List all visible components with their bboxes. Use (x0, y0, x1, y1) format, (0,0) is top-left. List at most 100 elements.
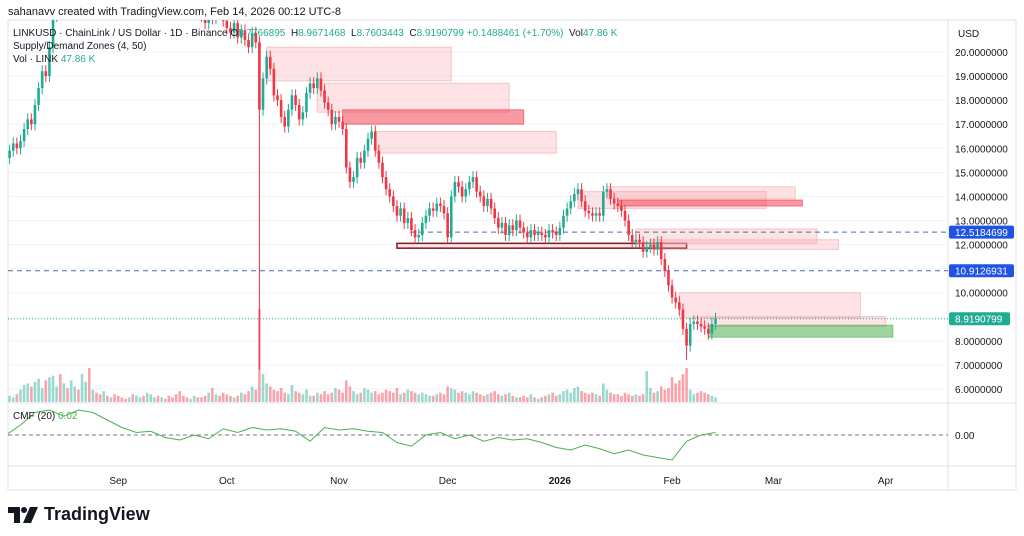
candle (634, 233, 638, 249)
candle (656, 236, 659, 256)
volume-bar (62, 383, 66, 402)
candle (19, 135, 22, 155)
candle-body (370, 131, 373, 139)
cmf-legend[interactable]: CMF (20) 0.02 (13, 411, 77, 422)
supply-zone (342, 109, 525, 125)
candle-body (294, 95, 297, 105)
candle-body (674, 297, 677, 303)
candle (663, 252, 667, 278)
candle (402, 202, 406, 229)
volume-bar (381, 392, 384, 402)
candle-body (363, 150, 366, 163)
candle (605, 183, 609, 198)
volume-bar (413, 392, 417, 402)
volume-bar (449, 388, 453, 402)
candle-body (55, 0, 58, 16)
candle (410, 212, 413, 237)
volume-bar (634, 394, 638, 402)
candle-body (609, 189, 612, 199)
symbol-legend: LINKUSD · ChainLink / US Dollar · 1D · B… (13, 28, 617, 39)
brand-name: TradingView (44, 504, 150, 524)
volume-bar (670, 377, 674, 402)
candle (497, 212, 500, 234)
candle (620, 200, 623, 217)
candle-body (497, 218, 500, 228)
tradingview-logo[interactable]: TradingView (8, 504, 150, 525)
volume-bar (189, 398, 192, 402)
volume-bar (203, 395, 207, 402)
volume-bar (221, 392, 225, 402)
cmf-zero-tick: 0.00 (955, 431, 975, 442)
volume-bar (612, 394, 616, 402)
candle (449, 190, 453, 244)
candle (482, 190, 486, 213)
candle (413, 224, 417, 244)
candle (612, 192, 616, 210)
candle-body (439, 203, 442, 207)
candle (215, 20, 217, 25)
volume-bar (297, 392, 301, 402)
candle (681, 303, 685, 335)
candle-body (22, 129, 26, 142)
indicator-legend[interactable]: Supply/Demand Zones (4, 50) (13, 41, 147, 52)
volume-bar (337, 389, 341, 402)
open-label: O (230, 28, 239, 39)
volume-bar (641, 394, 645, 402)
candle (674, 291, 677, 309)
change-value: +0.1488461 (+1.70%) (466, 28, 564, 39)
supply-zone (266, 46, 452, 82)
volume-bar (529, 394, 533, 402)
candle (670, 279, 674, 304)
volume-bar (446, 386, 449, 402)
price-badge-label: 12.5184699 (955, 228, 1008, 239)
candle-body (464, 189, 468, 197)
candle (312, 77, 315, 95)
candle-body (26, 119, 30, 130)
candle-body (388, 189, 392, 197)
candle-body (536, 232, 540, 235)
price-tick: 7.0000000 (955, 361, 1003, 372)
candle (518, 214, 522, 234)
volume-bar (609, 392, 612, 402)
candle-body (493, 208, 496, 219)
volume-bar (638, 395, 641, 402)
candle (316, 72, 319, 95)
candle-body (602, 191, 605, 216)
volume-bar (395, 388, 399, 402)
volume-bars (5, 309, 717, 402)
candle-body (583, 201, 587, 211)
volume-bar (562, 391, 565, 402)
volume-bar (352, 391, 355, 402)
volume-bar (102, 391, 106, 402)
volume-bar (507, 392, 511, 402)
candle-body (225, 20, 229, 28)
candle (30, 113, 33, 131)
candle-body (272, 68, 276, 96)
volume-bar (192, 395, 196, 402)
candle-body (576, 189, 580, 195)
candle (678, 296, 681, 316)
volume-bar (109, 397, 113, 402)
candle-body (453, 181, 457, 197)
volume-bar (525, 397, 529, 402)
price-axis[interactable]: USD 20.0000000 19.0000000 18.0000000 17.0000… (949, 29, 1014, 442)
candle-body (620, 206, 623, 211)
candle-body (525, 232, 529, 238)
candle-body (301, 112, 305, 120)
volume-bar (145, 392, 149, 402)
volume-bar (33, 381, 37, 402)
volume-bar (442, 394, 446, 402)
volume-bar (370, 392, 373, 402)
price-badge-label: 10.9126931 (955, 267, 1008, 278)
time-axis[interactable]: Sep Oct Nov Dec 2026 Feb Mar Apr (109, 476, 894, 487)
candle-body (182, 0, 185, 4)
volume-bar (699, 391, 703, 402)
candle-body (250, 32, 254, 48)
candle (685, 322, 688, 361)
volume-legend[interactable]: Vol · LINK 47.86 K (13, 54, 95, 65)
candle (406, 212, 410, 229)
volume-bar (5, 397, 8, 402)
volume-bar (359, 392, 363, 402)
supply-demand-zones (266, 46, 894, 338)
